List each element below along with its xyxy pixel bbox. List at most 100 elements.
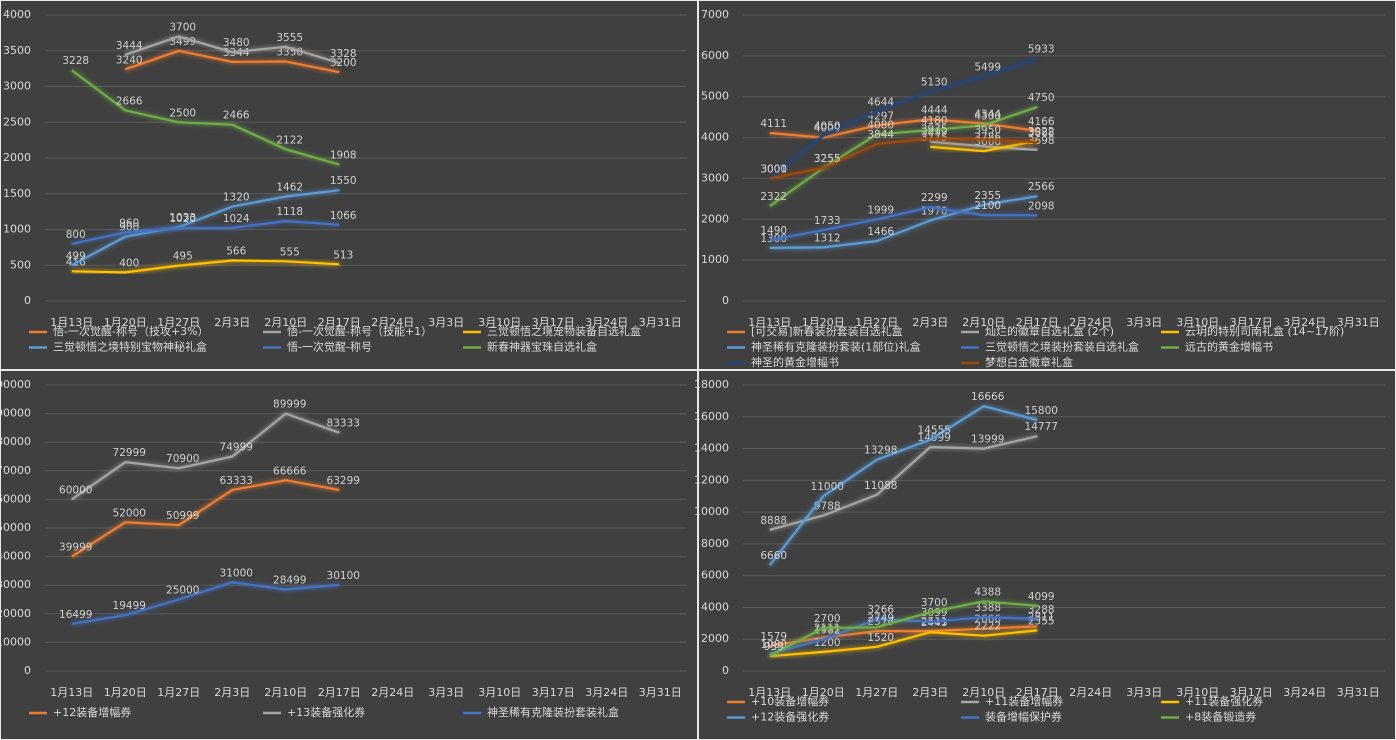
y-tick-label: 14000 — [694, 442, 729, 455]
data-label: 70900 — [166, 453, 199, 465]
data-label: 2322 — [760, 191, 787, 203]
x-tick-label: 1月20日 — [802, 316, 845, 329]
series-line — [124, 35, 340, 65]
data-label: 1118 — [276, 206, 303, 218]
data-label: 3200 — [330, 57, 357, 69]
data-label: 31000 — [220, 567, 253, 579]
legend-label: +10装备增幅券 — [751, 694, 829, 708]
series-line — [769, 205, 1038, 242]
data-label: 3480 — [223, 37, 250, 49]
data-label: 1908 — [330, 150, 357, 162]
data-label: 1999 — [867, 204, 894, 216]
data-label: 1033 — [169, 212, 196, 224]
y-tick-label: 2000 — [3, 151, 31, 164]
series-line — [71, 479, 340, 558]
data-label: 3266 — [867, 604, 894, 616]
data-label: 1020 — [169, 213, 196, 225]
chart-panel: 0 1000 2000 3000 4000 5000 6000 7000 1月13日 1月20日 1… — [699, 1, 1395, 369]
data-label: 2555 — [1028, 615, 1055, 627]
data-label: 2666 — [116, 95, 143, 107]
data-label: 3328 — [330, 48, 357, 60]
data-label: 2299 — [921, 192, 948, 204]
data-label: 52000 — [113, 507, 146, 519]
data-label: 4111 — [760, 118, 787, 130]
y-tick-label: 500 — [10, 258, 31, 271]
x-tick-label: 2月3日 — [214, 686, 250, 699]
data-label: 11088 — [864, 480, 897, 492]
series-line — [769, 600, 1038, 657]
data-label: 3255 — [814, 153, 841, 165]
y-tick-label: 18000 — [694, 378, 729, 391]
x-tick-label: 3月3日 — [1126, 316, 1162, 329]
y-tick-label: 80000 — [0, 435, 31, 448]
y-tick-label: 90000 — [0, 407, 31, 420]
y-tick-label: 4000 — [701, 131, 729, 144]
x-tick-label: 3月17日 — [532, 316, 575, 329]
series-line — [124, 49, 340, 74]
legend-label: 梦想白金徽章礼盒 — [985, 355, 1073, 369]
x-tick-label: 3月24日 — [1283, 316, 1326, 329]
data-label: 1312 — [814, 232, 841, 244]
data-label: 3444 — [116, 40, 143, 52]
x-tick-label: 3月10日 — [478, 686, 521, 699]
data-label: 5499 — [974, 61, 1001, 73]
x-tick-label: 3月3日 — [428, 686, 464, 699]
legend-label: 灿烂的徽章自选礼盒 (2个) — [985, 324, 1114, 338]
series-line — [71, 69, 340, 166]
y-tick-label: 1000 — [3, 223, 31, 236]
series-line — [71, 189, 340, 267]
legend-label: 悟-一次觉醒-称号（技攻+3%） — [53, 324, 209, 338]
data-label: 2222 — [974, 621, 1001, 633]
x-tick-label: 2月10日 — [962, 316, 1005, 329]
y-tick-label: 3500 — [3, 44, 31, 57]
y-tick-label: 2000 — [701, 632, 729, 645]
series-line — [769, 105, 1038, 207]
y-tick-label: 0 — [722, 294, 729, 307]
chart-panel: 0 2000 4000 6000 8000 10000 12000 14000 16000 180… — [694, 371, 1395, 739]
y-tick-label: 3000 — [3, 80, 31, 93]
y-tick-label: 4000 — [3, 8, 31, 21]
series-line — [769, 118, 1038, 139]
x-tick-label: 2月10日 — [962, 686, 1005, 699]
panel-background — [1, 1, 697, 369]
x-tick-label: 1月27日 — [157, 316, 200, 329]
legend-label: 悟-一次觉醒-称号 — [287, 340, 372, 354]
data-label: 4099 — [1028, 591, 1055, 603]
legend-label: 三觉顿悟之境特别宝物神秘礼盒 — [53, 340, 207, 354]
data-label: 3555 — [276, 32, 303, 44]
data-label: 16499 — [59, 609, 92, 621]
legend-label: +13装备强化券 — [287, 705, 365, 719]
data-label: 8888 — [760, 515, 787, 527]
y-tick-label: 0 — [24, 664, 31, 677]
data-label: 1733 — [814, 215, 841, 227]
data-label: 63299 — [327, 475, 360, 487]
x-tick-label: 2月17日 — [318, 686, 361, 699]
x-tick-label: 1月27日 — [855, 686, 898, 699]
data-label: 14555 — [918, 425, 951, 437]
data-label: 11000 — [811, 481, 844, 493]
x-tick-label: 1月20日 — [104, 316, 147, 329]
legend-label: 三觉顿悟之境宠物装备自选礼盒 — [487, 324, 641, 338]
data-label: 3844 — [867, 129, 894, 141]
y-tick-label: 2500 — [3, 115, 31, 128]
data-label: 4180 — [921, 115, 948, 127]
legend-label: 云玥的特别司南礼盒 (14~17阶) — [1185, 324, 1344, 338]
data-label: 566 — [226, 246, 246, 258]
legend-label: 三觉顿悟之境装扮套装自选礼盒 — [985, 340, 1139, 354]
x-tick-label: 3月17日 — [532, 686, 575, 699]
y-tick-label: 6000 — [701, 49, 729, 62]
x-tick-label: 3月24日 — [585, 686, 628, 699]
data-label: 2466 — [223, 110, 250, 122]
data-label: 3000 — [760, 163, 787, 175]
data-label: 13298 — [864, 445, 897, 457]
data-label: 4444 — [921, 104, 948, 116]
x-tick-label: 2月24日 — [371, 686, 414, 699]
series-line — [769, 435, 1038, 531]
x-tick-label: 3月3日 — [428, 316, 464, 329]
data-label: 25000 — [166, 585, 199, 597]
data-label: 39999 — [59, 542, 92, 554]
y-tick-label: 50000 — [0, 521, 31, 534]
series-line — [769, 625, 1038, 647]
data-label: 89999 — [273, 399, 306, 411]
data-label: 495 — [173, 251, 193, 263]
